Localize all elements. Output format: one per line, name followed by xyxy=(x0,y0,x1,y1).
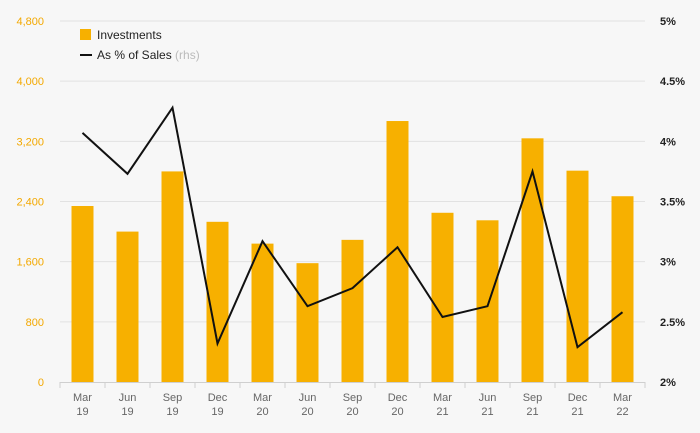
x-tick-label: Mar xyxy=(73,392,92,404)
legend-label-pct-suffix: (rhs) xyxy=(175,48,200,62)
bar xyxy=(206,221,229,382)
y-right-tick-label: 2.5% xyxy=(660,317,685,329)
bar xyxy=(566,170,589,382)
bar xyxy=(341,239,364,382)
y-right-tick-label: 2% xyxy=(660,377,676,389)
x-tick-label-year: 20 xyxy=(301,406,313,418)
x-tick-label: Dec xyxy=(388,392,408,404)
x-tick-label-year: 20 xyxy=(391,406,403,418)
x-tick-label: Jun xyxy=(119,392,137,404)
x-tick-label-year: 22 xyxy=(616,406,628,418)
x-tick-label: Sep xyxy=(163,392,183,404)
y-left-tick-label: 4,000 xyxy=(16,76,44,88)
x-tick-label-year: 19 xyxy=(76,406,88,418)
x-tick-label-year: 20 xyxy=(346,406,358,418)
bar xyxy=(161,171,184,382)
x-tick-label: Dec xyxy=(568,392,588,404)
x-tick-label: Mar xyxy=(613,392,632,404)
x-tick-label: Sep xyxy=(343,392,363,404)
axes: 0 800 1,600 2,400 3,200 4,000 4,800 2% 2.5% 3% 3.5… xyxy=(16,16,685,418)
y-left-tick-label: 1,600 xyxy=(16,257,44,269)
x-tick-label: Jun xyxy=(299,392,317,404)
bar xyxy=(71,206,94,382)
bar xyxy=(476,220,499,382)
x-tick-label: Mar xyxy=(433,392,452,404)
x-tick-label: Jun xyxy=(479,392,497,404)
legend-label-investments: Investments xyxy=(97,28,162,42)
x-tick-label-year: 19 xyxy=(121,406,133,418)
y-left-tick-label: 2,400 xyxy=(16,197,44,209)
x-tick-label-year: 21 xyxy=(481,406,493,418)
bar xyxy=(611,196,634,382)
line-pct-of-sales xyxy=(81,105,624,349)
x-tick-label: Mar xyxy=(253,392,272,404)
legend: Investments As % of Sales (rhs) xyxy=(80,28,200,62)
x-tick-label: Sep xyxy=(523,392,543,404)
legend-swatch-investments xyxy=(80,29,91,40)
legend-label-pct-main: As % of Sales xyxy=(97,48,172,62)
x-tick-label-year: 19 xyxy=(166,406,178,418)
series-line xyxy=(81,105,624,349)
y-right-tick-label: 5% xyxy=(660,16,676,28)
x-tick-label-year: 19 xyxy=(211,406,223,418)
y-left-tick-label: 0 xyxy=(38,377,44,389)
bar xyxy=(386,121,409,382)
bar xyxy=(431,212,454,382)
x-tick-label-year: 21 xyxy=(526,406,538,418)
y-left-tick-label: 800 xyxy=(26,317,44,329)
bar xyxy=(521,138,544,382)
bar xyxy=(296,263,319,382)
y-right-tick-label: 3% xyxy=(660,257,676,269)
x-tick-label: Dec xyxy=(208,392,228,404)
legend-label-pct-of-sales: As % of Sales (rhs) xyxy=(97,48,200,62)
x-tick-label-year: 21 xyxy=(436,406,448,418)
y-right-tick-label: 3.5% xyxy=(660,197,685,209)
bar xyxy=(251,243,274,382)
bars-investments xyxy=(71,121,634,382)
y-left-tick-label: 4,800 xyxy=(16,16,44,28)
x-tick-label-year: 21 xyxy=(571,406,583,418)
gridlines xyxy=(60,20,645,323)
y-right-tick-label: 4.5% xyxy=(660,76,685,88)
y-left-tick-label: 3,200 xyxy=(16,136,44,148)
y-right-tick-label: 4% xyxy=(660,136,676,148)
x-tick-label-year: 20 xyxy=(256,406,268,418)
bar xyxy=(116,231,139,382)
